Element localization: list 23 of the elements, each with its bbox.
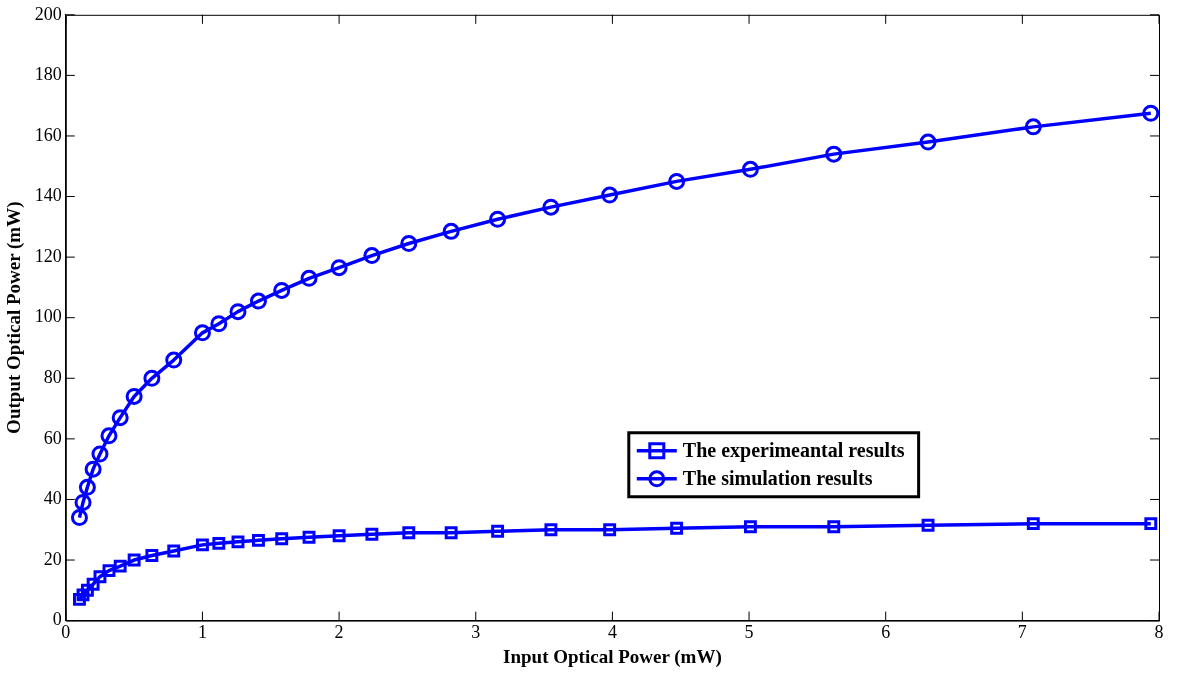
y-tick-label: 40 xyxy=(43,488,62,509)
y-tick-label: 20 xyxy=(43,548,62,569)
x-tick-label: 5 xyxy=(744,622,754,643)
y-tick-label: 100 xyxy=(34,306,62,327)
y-tick-label: 140 xyxy=(34,185,62,206)
y-tick-label: 120 xyxy=(34,245,62,266)
x-tick-label: 2 xyxy=(334,622,344,643)
x-tick-label: 3 xyxy=(471,622,481,643)
y-tick-label: 160 xyxy=(34,124,62,145)
y-tick-label: 200 xyxy=(34,3,62,24)
x-axis-title: Input Optical Power (mW) xyxy=(503,645,722,668)
x-tick-label: 4 xyxy=(607,622,617,643)
legend-label: The experimeantal results xyxy=(682,438,905,462)
y-tick-label: 80 xyxy=(43,367,62,388)
y-tick-label: 180 xyxy=(34,64,62,85)
x-tick-label: 8 xyxy=(1154,622,1164,643)
y-axis-title: Output Optical Power (mW) xyxy=(3,201,26,434)
y-tick-label: 0 xyxy=(52,609,62,630)
y-tick-label: 60 xyxy=(43,427,62,448)
legend-label: The simulation results xyxy=(682,466,873,489)
x-tick-label: 1 xyxy=(197,622,207,643)
x-tick-label: 6 xyxy=(881,622,891,643)
x-tick-label: 7 xyxy=(1017,622,1027,643)
